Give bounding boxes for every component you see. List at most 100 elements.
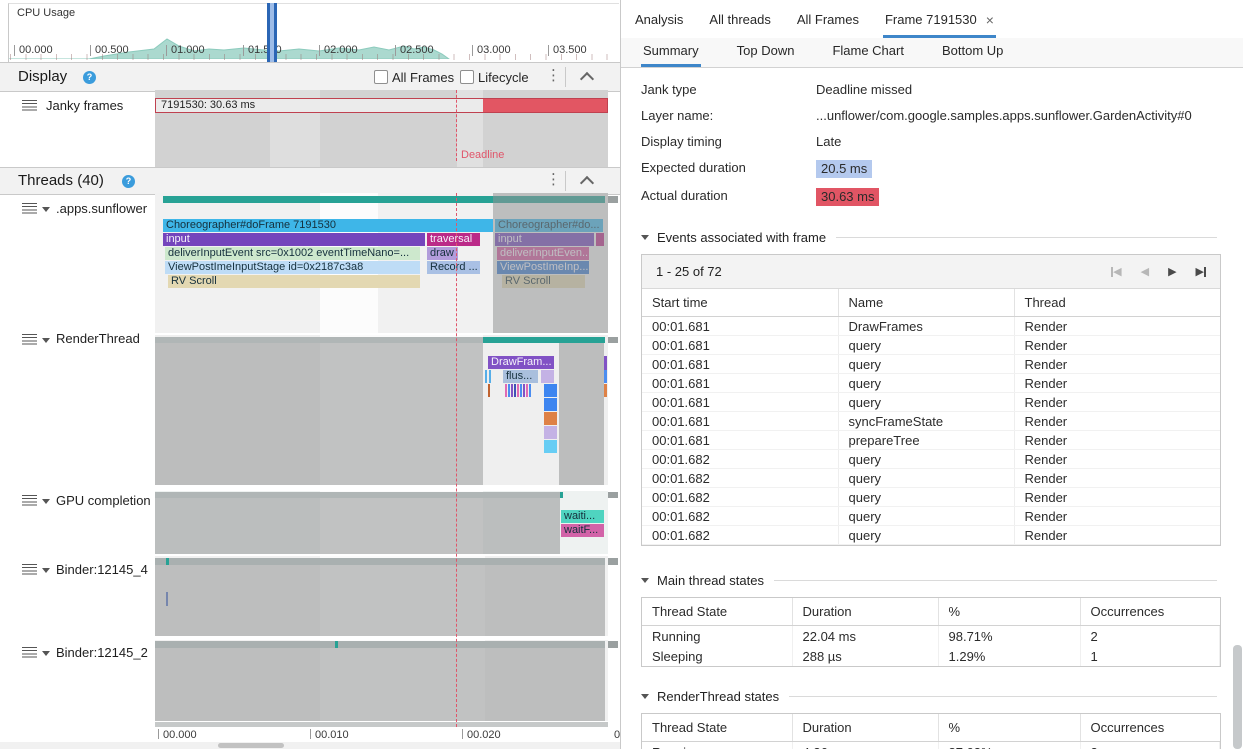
- events-section-header[interactable]: Events associated with frame: [641, 230, 1217, 245]
- event-tick[interactable]: [489, 370, 491, 383]
- event-block[interactable]: [544, 412, 557, 425]
- all-frames-checkbox[interactable]: [374, 70, 388, 84]
- prev-page-icon[interactable]: ◀: [1140, 266, 1150, 278]
- col-duration[interactable]: Duration: [792, 714, 939, 742]
- event-record[interactable]: Record ...: [427, 261, 480, 274]
- event-block[interactable]: [541, 370, 554, 383]
- event-block[interactable]: [544, 384, 557, 397]
- table-row[interactable]: 00:01.681 query Render: [642, 354, 1220, 374]
- threads-help-icon[interactable]: [122, 175, 135, 188]
- close-tab-icon[interactable]: ×: [985, 11, 994, 28]
- event-tick[interactable]: [488, 384, 490, 397]
- thread-handle-icon[interactable]: [22, 564, 37, 575]
- binder4-track[interactable]: [155, 556, 608, 636]
- tab-all-frames[interactable]: All Frames: [796, 12, 859, 27]
- main-states-section-header[interactable]: Main thread states: [641, 573, 1217, 588]
- table-row[interactable]: 00:01.682 query Render: [642, 449, 1220, 469]
- table-row[interactable]: 00:01.682 query Render: [642, 506, 1220, 526]
- v-scrollbar-thumb[interactable]: [1233, 645, 1242, 749]
- thread-expand-icon[interactable]: [42, 651, 50, 656]
- table-row[interactable]: 00:01.681 DrawFrames Render: [642, 316, 1220, 336]
- next-page-icon[interactable]: ▶: [1168, 266, 1177, 278]
- sunflower-track[interactable]: Choreographer#doFrame 7191530 input trav…: [155, 193, 608, 333]
- thread-expand-icon[interactable]: [42, 499, 50, 504]
- col-thread[interactable]: Thread: [1014, 289, 1220, 317]
- event-block[interactable]: [544, 426, 557, 439]
- tab-analysis[interactable]: Analysis: [635, 12, 684, 27]
- subtab-bottom-up[interactable]: Bottom Up: [941, 43, 1004, 58]
- table-row[interactable]: 00:01.681 query Render: [642, 392, 1220, 412]
- table-row[interactable]: 00:01.681 query Render: [642, 335, 1220, 355]
- event-rv-scroll[interactable]: RV Scroll: [168, 275, 420, 288]
- col-duration[interactable]: Duration: [792, 598, 939, 626]
- lifecycle-checkbox[interactable]: [460, 70, 474, 84]
- event-choreographer[interactable]: Choreographer#doFrame 7191530: [163, 219, 493, 232]
- event-tick[interactable]: [604, 356, 607, 370]
- event-viewpostime[interactable]: ViewPostImeInputStage id=0x2187c3a8: [165, 261, 420, 274]
- render-states-section-header[interactable]: RenderThread states: [641, 689, 1217, 704]
- thread-handle-icon[interactable]: [22, 334, 37, 345]
- janky-frame-bar[interactable]: 7191530: 30.63 ms: [155, 98, 608, 113]
- subtab-top-down[interactable]: Top Down: [736, 43, 795, 58]
- tab-all-threads[interactable]: All threads: [709, 12, 771, 27]
- thread-expand-icon[interactable]: [42, 568, 50, 573]
- table-row[interactable]: 00:01.682 query Render: [642, 468, 1220, 488]
- display-collapse-icon[interactable]: [579, 71, 595, 87]
- event-traversal[interactable]: traversal: [427, 233, 480, 246]
- timeline-selection-marker[interactable]: [267, 3, 277, 62]
- renderthread-track[interactable]: DrawFram... flus...: [155, 335, 608, 485]
- thread-handle-icon[interactable]: [22, 647, 37, 658]
- gpu-track[interactable]: waiti... waitF...: [155, 491, 608, 554]
- table-row[interactable]: Running4.36 ms87.03%2: [642, 741, 1220, 749]
- thread-handle-icon[interactable]: [22, 495, 37, 506]
- display-more-options-icon[interactable]: ⋮: [546, 67, 561, 84]
- display-row-handle-icon[interactable]: [22, 100, 37, 111]
- threads-more-options-icon[interactable]: ⋮: [546, 171, 561, 188]
- h-scrollbar-thumb[interactable]: [218, 743, 284, 748]
- display-section-header: Display All Frames Lifecycle ⋮: [0, 62, 620, 92]
- table-row[interactable]: Sleeping 288 µs 1.29% 1: [642, 646, 1220, 666]
- render-states-title: RenderThread states: [657, 689, 780, 704]
- binder2-track[interactable]: [155, 640, 608, 721]
- event-flush[interactable]: flus...: [503, 370, 538, 383]
- event-drawframes[interactable]: DrawFram...: [488, 356, 554, 369]
- threads-axis-tick: 00.020: [462, 729, 501, 741]
- event-tick[interactable]: [604, 370, 607, 383]
- first-page-icon[interactable]: ◀: [1111, 266, 1122, 278]
- analysis-tab-bar: Analysis All threads All Frames Frame 71…: [621, 0, 1243, 38]
- table-row[interactable]: 00:01.682 query Render: [642, 525, 1220, 545]
- display-help-icon[interactable]: [83, 71, 96, 84]
- event-deliver-input[interactable]: deliverInputEvent src=0x1002 eventTimeNa…: [165, 247, 420, 260]
- event-waiting[interactable]: waiti...: [561, 510, 604, 523]
- last-page-icon[interactable]: ▶: [1195, 266, 1206, 278]
- col-start-time[interactable]: Start time: [642, 289, 839, 317]
- event-stripes[interactable]: [505, 384, 537, 397]
- thread-handle-icon[interactable]: [22, 203, 37, 214]
- subtab-flame-chart[interactable]: Flame Chart: [832, 43, 904, 58]
- col-thread-state[interactable]: Thread State: [642, 598, 793, 626]
- event-tick[interactable]: [485, 370, 487, 383]
- event-waitfence[interactable]: waitF...: [561, 524, 604, 537]
- threads-collapse-icon[interactable]: [579, 175, 595, 191]
- col-occurrences[interactable]: Occurrences: [1080, 714, 1220, 742]
- col-percent[interactable]: %: [938, 714, 1081, 742]
- table-row[interactable]: 00:01.681 query Render: [642, 373, 1220, 393]
- event-input[interactable]: input: [163, 233, 425, 246]
- table-row[interactable]: 00:01.681 syncFrameState Render: [642, 411, 1220, 431]
- event-tick[interactable]: [604, 384, 607, 397]
- col-thread-state[interactable]: Thread State: [642, 714, 793, 742]
- thread-expand-icon[interactable]: [42, 207, 50, 212]
- tab-frame[interactable]: Frame 7191530 ×: [882, 3, 996, 38]
- col-occurrences[interactable]: Occurrences: [1080, 598, 1220, 626]
- table-row[interactable]: 00:01.681 prepareTree Render: [642, 430, 1220, 450]
- col-name[interactable]: Name: [838, 289, 1015, 317]
- thread-expand-icon[interactable]: [42, 338, 50, 343]
- table-row[interactable]: 00:01.682 query Render: [642, 487, 1220, 507]
- event-draw[interactable]: draw: [427, 247, 458, 260]
- subtab-summary[interactable]: Summary: [641, 38, 701, 67]
- event-block[interactable]: [544, 398, 557, 411]
- col-percent[interactable]: %: [938, 598, 1081, 626]
- event-block[interactable]: [544, 440, 557, 453]
- table-row[interactable]: Running 22.04 ms 98.71% 2: [642, 625, 1220, 646]
- track-stub: [608, 492, 618, 498]
